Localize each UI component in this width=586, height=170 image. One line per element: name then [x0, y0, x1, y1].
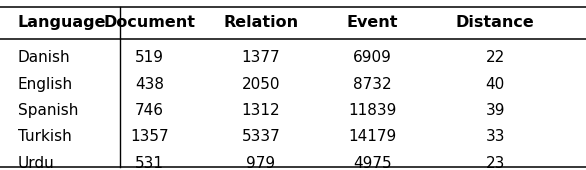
Text: Language: Language: [18, 15, 106, 30]
Text: Danish: Danish: [18, 50, 70, 65]
Text: 746: 746: [135, 103, 164, 118]
Text: English: English: [18, 77, 73, 92]
Text: 33: 33: [485, 129, 505, 144]
Text: 22: 22: [486, 50, 505, 65]
Text: 5337: 5337: [241, 129, 280, 144]
Text: 531: 531: [135, 156, 164, 170]
Text: Turkish: Turkish: [18, 129, 71, 144]
Text: Event: Event: [346, 15, 398, 30]
Text: Urdu: Urdu: [18, 156, 54, 170]
Text: 14179: 14179: [348, 129, 396, 144]
Text: Spanish: Spanish: [18, 103, 78, 118]
Text: 1377: 1377: [241, 50, 280, 65]
Text: 39: 39: [485, 103, 505, 118]
Text: 40: 40: [486, 77, 505, 92]
Text: 2050: 2050: [241, 77, 280, 92]
Text: Distance: Distance: [456, 15, 534, 30]
Text: 519: 519: [135, 50, 164, 65]
Text: Document: Document: [104, 15, 195, 30]
Text: 6909: 6909: [353, 50, 391, 65]
Text: 11839: 11839: [348, 103, 396, 118]
Text: 1357: 1357: [130, 129, 169, 144]
Text: 1312: 1312: [241, 103, 280, 118]
Text: 4975: 4975: [353, 156, 391, 170]
Text: 979: 979: [246, 156, 275, 170]
Text: 438: 438: [135, 77, 164, 92]
Text: 23: 23: [485, 156, 505, 170]
Text: Relation: Relation: [223, 15, 298, 30]
Text: 8732: 8732: [353, 77, 391, 92]
